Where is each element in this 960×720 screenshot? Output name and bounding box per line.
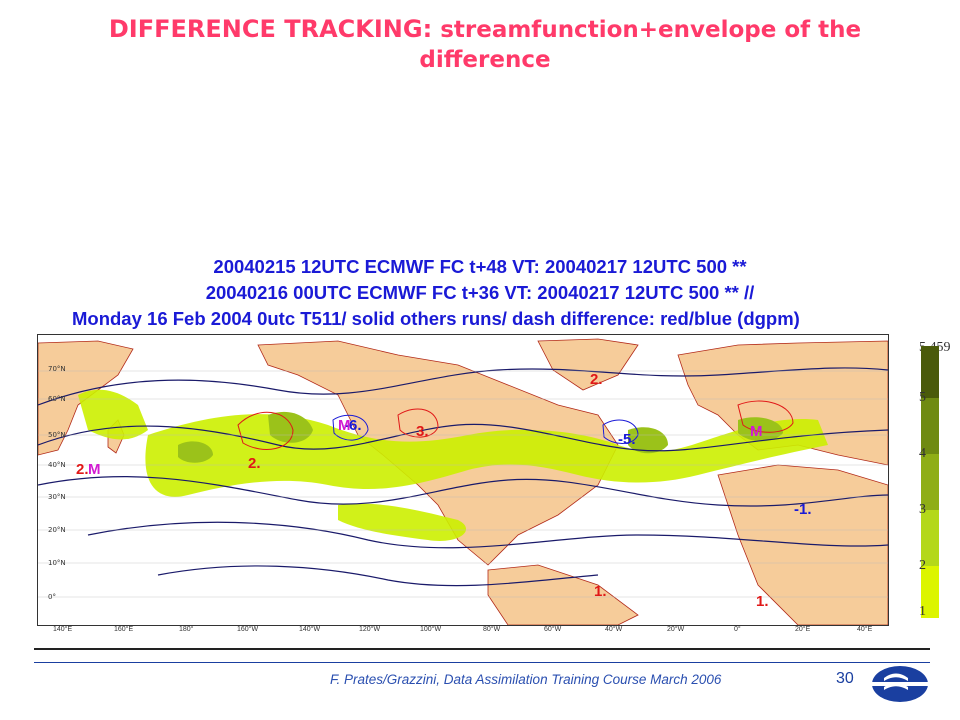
forecast-header-line-1: 20040215 12UTC ECMWF FC t+48 VT: 2004021… [213,256,747,277]
lon-label: 40°E [857,626,873,633]
lon-label: 140°E [53,626,73,633]
map-graphic [38,335,888,625]
map-marker-red: 2. [590,371,603,388]
map-marker-red: 3. [416,423,429,440]
map-marker-red: 2. [76,461,89,478]
slide-title: DIFFERENCE TRACKING: streamfunction+enve… [40,14,930,75]
forecast-header-line-2: 20040216 00UTC ECMWF FC t+36 VT: 2004021… [205,282,755,303]
lat-label: 20°N [48,526,66,534]
lon-label: 20°E [795,626,811,633]
map-marker-blue: -6. [344,417,362,434]
lon-label: 20°W [667,626,685,633]
map-marker-m: M [750,423,763,440]
contour-1 [38,367,888,406]
color-legend: 5.459 5 4 3 2 1 [893,340,958,620]
lat-label: 70°N [48,365,66,373]
lon-label: 180° [179,626,194,633]
legend-swatch [921,398,939,454]
diff-contour-3 [737,400,794,433]
contour-5 [157,565,599,587]
footer-rule [34,662,930,663]
lon-label: 60°W [544,626,562,633]
lon-label: 160°W [237,626,259,633]
legend-level: 2 [919,558,926,573]
ecmwf-logo [872,666,928,702]
shade-blob-4 [178,441,213,463]
legend-swatch [921,346,939,398]
lon-label: 140°W [299,626,321,633]
shade-band-west [78,389,148,440]
map-marker-red: 2. [248,455,261,472]
streamfunction-contours [38,367,888,587]
map-marker-m: M [338,417,351,434]
legend-level: 1 [919,604,926,619]
lon-label: 120°W [359,626,381,633]
land-africa [717,464,888,625]
map-marker-red: 1. [594,583,607,600]
lon-label: 0° [734,626,741,633]
lat-label: 40°N [48,461,66,469]
contour-4 [87,521,888,549]
shade-blob-3 [738,417,783,442]
contour-2 [38,423,888,452]
map-marker-blue: -1. [794,501,812,518]
forecast-header: 20040215 12UTC ECMWF FC t+48 VT: 2004021… [70,254,890,332]
title-strong: DIFFERENCE TRACKING: [108,15,433,43]
shade-band-south [338,503,467,541]
shade-band-main [145,414,829,497]
weather-map: 70°N 60°N 50°N 40°N 30°N 20°N 10°N 0° 2.… [37,334,889,626]
map-marker-red: 1. [756,593,769,610]
legend-swatch [921,510,939,566]
lat-label: 10°N [48,559,66,567]
logo-stripe [884,673,908,681]
title-rest: streamfunction+envelope of the [432,17,862,43]
land-greenland [537,338,639,391]
map-marker-m: M [88,461,101,478]
longitude-labels: 140°E 160°E 180° 160°W 140°W 120°W 100°W… [37,626,887,638]
divider-rule [34,648,930,650]
graticule [38,370,888,598]
map-marker-blue: -5. [618,431,636,448]
legend-level: 3 [919,502,926,517]
legend-level: 4 [919,446,926,461]
difference-contours [237,400,794,450]
diff-contour-2 [397,408,439,438]
lon-label: 100°W [420,626,442,633]
title-line-1: DIFFERENCE TRACKING: streamfunction+enve… [40,14,930,45]
diff-contour-1 [237,411,294,450]
lon-label: 80°W [483,626,501,633]
legend-swatch [921,566,939,618]
footer-credit: F. Prates/Grazzini, Data Assimilation Tr… [330,672,722,687]
logo-bar [872,682,928,686]
lat-label: 50°N [48,431,66,439]
lat-label: 60°N [48,395,66,403]
lon-label: 40°W [605,626,623,633]
lat-label: 30°N [48,493,66,501]
lon-label: 160°E [114,626,134,633]
land-south-america [487,564,639,625]
legend-level: 5 [919,390,926,405]
blue-contour-1 [332,414,369,441]
forecast-header-line-3: Monday 16 Feb 2004 0utc T511/ solid othe… [72,308,800,329]
title-line-2: difference [419,47,551,73]
legend-swatch [921,454,939,510]
lat-label: 0° [48,593,56,601]
contour-3 [38,475,888,507]
page-number: 30 [836,670,854,687]
